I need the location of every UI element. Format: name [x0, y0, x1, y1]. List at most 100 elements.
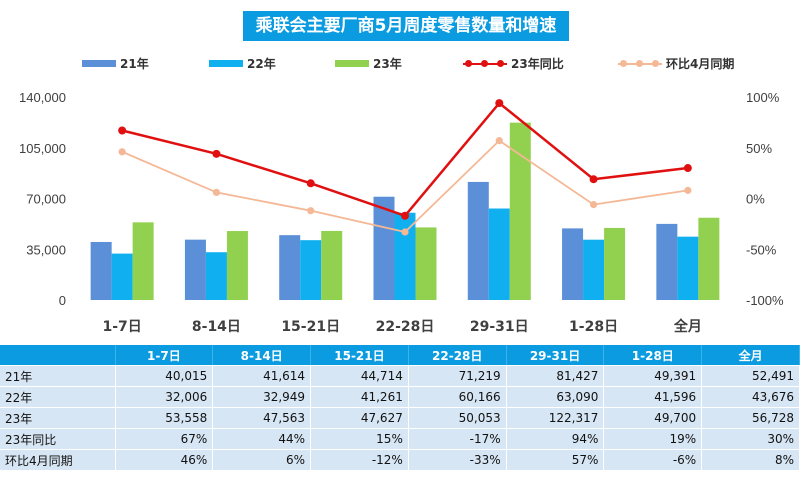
- legend-item-mom: 环比4月同期: [618, 55, 734, 72]
- table-cell: 41,261: [310, 386, 409, 408]
- table-cell: 81,427: [506, 365, 605, 387]
- y2-tick-label: -50%: [746, 242, 777, 257]
- x-category-label: 22-28日: [376, 319, 435, 335]
- y-axis-left: 140,000 105,000 70,000 35,000 0: [19, 90, 66, 308]
- bar-22: [111, 253, 133, 300]
- table-cell: -33%: [408, 449, 507, 471]
- legend-label-yoy: 23年同比: [511, 57, 564, 71]
- y-tick-label: 140,000: [19, 90, 66, 105]
- table-cell: 15%: [310, 428, 409, 450]
- table-cell: 30%: [701, 428, 800, 450]
- legend-swatch-23: [335, 60, 369, 67]
- mom-point: [401, 228, 409, 236]
- yoy-point: [118, 126, 127, 135]
- legend-item-23: 23年: [335, 55, 402, 72]
- y-tick-label: 35,000: [26, 242, 66, 257]
- x-category-label: 全月: [673, 318, 702, 335]
- x-category-label: 1-28日: [569, 319, 618, 335]
- bar-23: [604, 227, 626, 300]
- line-series: [118, 99, 692, 236]
- legend-label-21: 21年: [120, 57, 149, 71]
- mom-point: [212, 188, 221, 197]
- yoy-point: [589, 175, 598, 184]
- table-cell: 47,563: [212, 407, 312, 429]
- y-tick-label: 70,000: [26, 192, 66, 207]
- y2-tick-label: 0%: [746, 192, 765, 207]
- table-cell: 44,714: [310, 365, 409, 387]
- row-label: 23年同比: [0, 428, 116, 450]
- bar-22: [488, 208, 510, 300]
- row-label: 22年: [0, 386, 116, 408]
- table-cell: -12%: [310, 449, 409, 471]
- bar-21: [656, 223, 678, 300]
- table-cell: 57%: [506, 449, 605, 471]
- yoy-line: [121, 101, 689, 218]
- y2-tick-label: 100%: [746, 90, 780, 105]
- table-row: 23年 53,558 47,563 47,627 50,053 122,317 …: [0, 407, 800, 429]
- bar-23: [321, 230, 343, 300]
- table-cell: 43,676: [701, 386, 800, 408]
- yoy-point: [212, 149, 221, 158]
- bar-23: [698, 217, 720, 300]
- legend: 21年 22年 23年 23年同比 环比4月同期: [0, 55, 800, 75]
- table-cell: 46%: [115, 449, 214, 471]
- table-cell: -6%: [603, 449, 703, 471]
- bar-23: [226, 231, 248, 300]
- table-cell: 67%: [115, 428, 214, 450]
- bar-22: [205, 252, 227, 300]
- table-header-cell: 1-28日: [603, 345, 703, 366]
- bar-21: [184, 239, 206, 300]
- table-cell: 49,391: [603, 365, 703, 387]
- legend-label-mom: 环比4月同期: [666, 57, 735, 71]
- x-category-label: 15-21日: [281, 319, 340, 335]
- table-cell: 53,558: [115, 407, 214, 429]
- bar-23: [415, 227, 437, 300]
- bar-22: [677, 236, 699, 300]
- combo-chart: 140,000 105,000 70,000 35,000 0 100% 50% 0% -50…: [19, 90, 784, 335]
- bar-22: [583, 239, 605, 300]
- table-cell: 44%: [212, 428, 312, 450]
- table-cell: 50,053: [408, 407, 507, 429]
- table-cell: 32,949: [212, 386, 312, 408]
- mom-point: [118, 148, 126, 156]
- table-cell: 49,700: [603, 407, 703, 429]
- row-label: 21年: [0, 365, 116, 387]
- table-header-cell: 全月: [701, 345, 800, 366]
- data-table: 1-7日 8-14日 15-21日 22-28日 29-31日 1-28日 全月…: [0, 345, 800, 471]
- table-cell: 41,596: [603, 386, 703, 408]
- bar-23: [132, 222, 154, 300]
- y-tick-label: 105,000: [19, 141, 66, 156]
- mom-point: [495, 137, 503, 145]
- mom-point: [307, 207, 315, 215]
- mom-point: [684, 186, 692, 194]
- legend-label-22: 22年: [247, 57, 276, 71]
- y-tick-label: 0: [59, 293, 66, 308]
- table-header-cell: 29-31日: [506, 345, 605, 366]
- table-cell: 56,728: [701, 407, 800, 429]
- table-cell: 40,015: [115, 365, 214, 387]
- table-cell: 32,006: [115, 386, 214, 408]
- legend-item-yoy: 23年同比: [463, 55, 564, 72]
- bar-22: [394, 212, 416, 300]
- x-category-label: 8-14日: [192, 319, 241, 335]
- table-row: 22年 32,006 32,949 41,261 60,166 63,090 4…: [0, 386, 800, 408]
- mom-point: [589, 200, 598, 209]
- table-cell: 52,491: [701, 365, 800, 387]
- table-header-cell: 8-14日: [212, 345, 312, 366]
- bar-21: [467, 181, 489, 300]
- table-cell: 60,166: [408, 386, 507, 408]
- table-cell: 94%: [506, 428, 605, 450]
- legend-swatch-22: [209, 60, 243, 67]
- table-cell: 47,627: [310, 407, 409, 429]
- table-header-cell: 22-28日: [408, 345, 507, 366]
- yoy-point: [401, 211, 409, 220]
- table-row: 21年 40,015 41,614 44,714 71,219 81,427 4…: [0, 365, 800, 387]
- legend-swatch-yoy: [463, 59, 507, 69]
- bar-23: [509, 122, 531, 300]
- table-cell: 19%: [603, 428, 703, 450]
- table-header-cell: 1-7日: [115, 345, 214, 366]
- row-label: 环比4月同期: [0, 449, 116, 471]
- legend-swatch-mom: [618, 59, 662, 69]
- x-category-label: 29-31日: [470, 319, 529, 335]
- table-cell: -17%: [408, 428, 507, 450]
